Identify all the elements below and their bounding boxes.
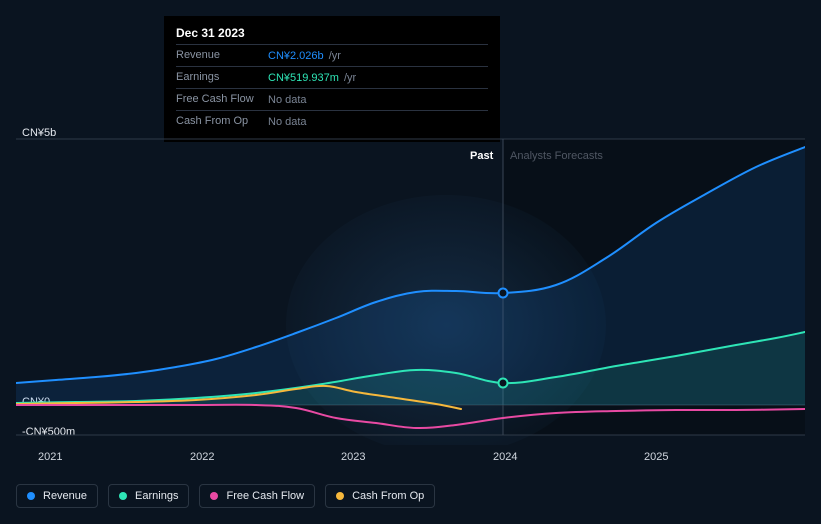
tooltip-row-label: Free Cash Flow bbox=[176, 91, 268, 108]
financials-chart: Dec 31 2023 RevenueCN¥2.026b /yrEarnings… bbox=[0, 0, 821, 524]
x-tick-2024: 2024 bbox=[493, 451, 517, 463]
tooltip-row-value: No data bbox=[268, 94, 307, 106]
legend-label: Free Cash Flow bbox=[226, 490, 304, 502]
legend-item[interactable]: Cash From Op bbox=[325, 484, 435, 508]
x-tick-2021: 2021 bbox=[38, 451, 62, 463]
x-tick-2022: 2022 bbox=[190, 451, 214, 463]
legend-item[interactable]: Revenue bbox=[16, 484, 98, 508]
tooltip-row-value: CN¥519.937m bbox=[268, 72, 339, 84]
legend-item[interactable]: Free Cash Flow bbox=[199, 484, 315, 508]
legend-item[interactable]: Earnings bbox=[108, 484, 189, 508]
legend-dot-icon bbox=[119, 492, 127, 500]
legend-dot-icon bbox=[27, 492, 35, 500]
tooltip-row: Free Cash FlowNo data bbox=[176, 88, 488, 110]
tooltip-row: EarningsCN¥519.937m /yr bbox=[176, 66, 488, 88]
tooltip-row-label: Revenue bbox=[176, 47, 268, 64]
x-tick-2023: 2023 bbox=[341, 451, 365, 463]
tooltip-row-label: Earnings bbox=[176, 69, 268, 86]
tooltip-row-value: CN¥2.026b bbox=[268, 50, 324, 62]
chart-legend: Revenue Earnings Free Cash Flow Cash From O… bbox=[16, 484, 435, 508]
tooltip-row: RevenueCN¥2.026b /yr bbox=[176, 44, 488, 66]
legend-label: Cash From Op bbox=[352, 490, 424, 502]
x-tick-2025: 2025 bbox=[644, 451, 668, 463]
legend-label: Earnings bbox=[135, 490, 178, 502]
legend-label: Revenue bbox=[43, 490, 87, 502]
chart-plot[interactable] bbox=[16, 125, 805, 445]
legend-dot-icon bbox=[210, 492, 218, 500]
tooltip-date: Dec 31 2023 bbox=[176, 26, 488, 44]
tooltip-row-unit: /yr bbox=[326, 50, 341, 62]
chart-tooltip: Dec 31 2023 RevenueCN¥2.026b /yrEarnings… bbox=[164, 16, 500, 142]
legend-dot-icon bbox=[336, 492, 344, 500]
tooltip-row-unit: /yr bbox=[341, 72, 356, 84]
